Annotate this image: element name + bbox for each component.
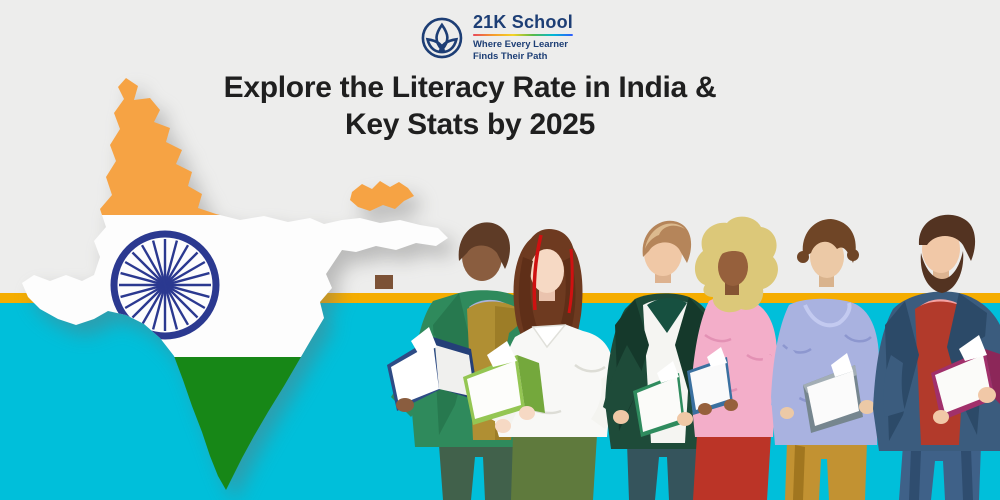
brand-name: 21K School	[472, 12, 573, 32]
reader-2	[463, 229, 616, 500]
brand-logo: 21K School Where Every Learner Finds The…	[421, 13, 573, 62]
brand-tagline-line1: Where Every Learner	[472, 39, 568, 51]
ashoka-chakra-icon	[110, 230, 220, 340]
title-line-1: Explore the Literacy Rate in India &	[223, 71, 717, 104]
book-icon	[931, 335, 1000, 421]
page-title: Explore the Literacy Rate in India & Key…	[120, 69, 820, 143]
brand-tagline-line2: Finds Their Path	[472, 50, 548, 62]
reader-5	[771, 219, 880, 500]
book-icon	[463, 341, 545, 425]
readers-illustration	[375, 214, 1000, 500]
reader-4	[687, 216, 778, 500]
brand-gradient-rule	[472, 33, 573, 37]
book-icon	[687, 347, 733, 415]
lotus-logo-icon	[421, 17, 463, 58]
book-icon	[803, 353, 863, 433]
india-flag-map-illustration	[22, 78, 448, 490]
book-icon	[633, 361, 685, 437]
title-line-2: Key Stats by 2025	[344, 108, 596, 141]
book-icon	[387, 327, 479, 411]
reader-6	[873, 214, 1000, 500]
